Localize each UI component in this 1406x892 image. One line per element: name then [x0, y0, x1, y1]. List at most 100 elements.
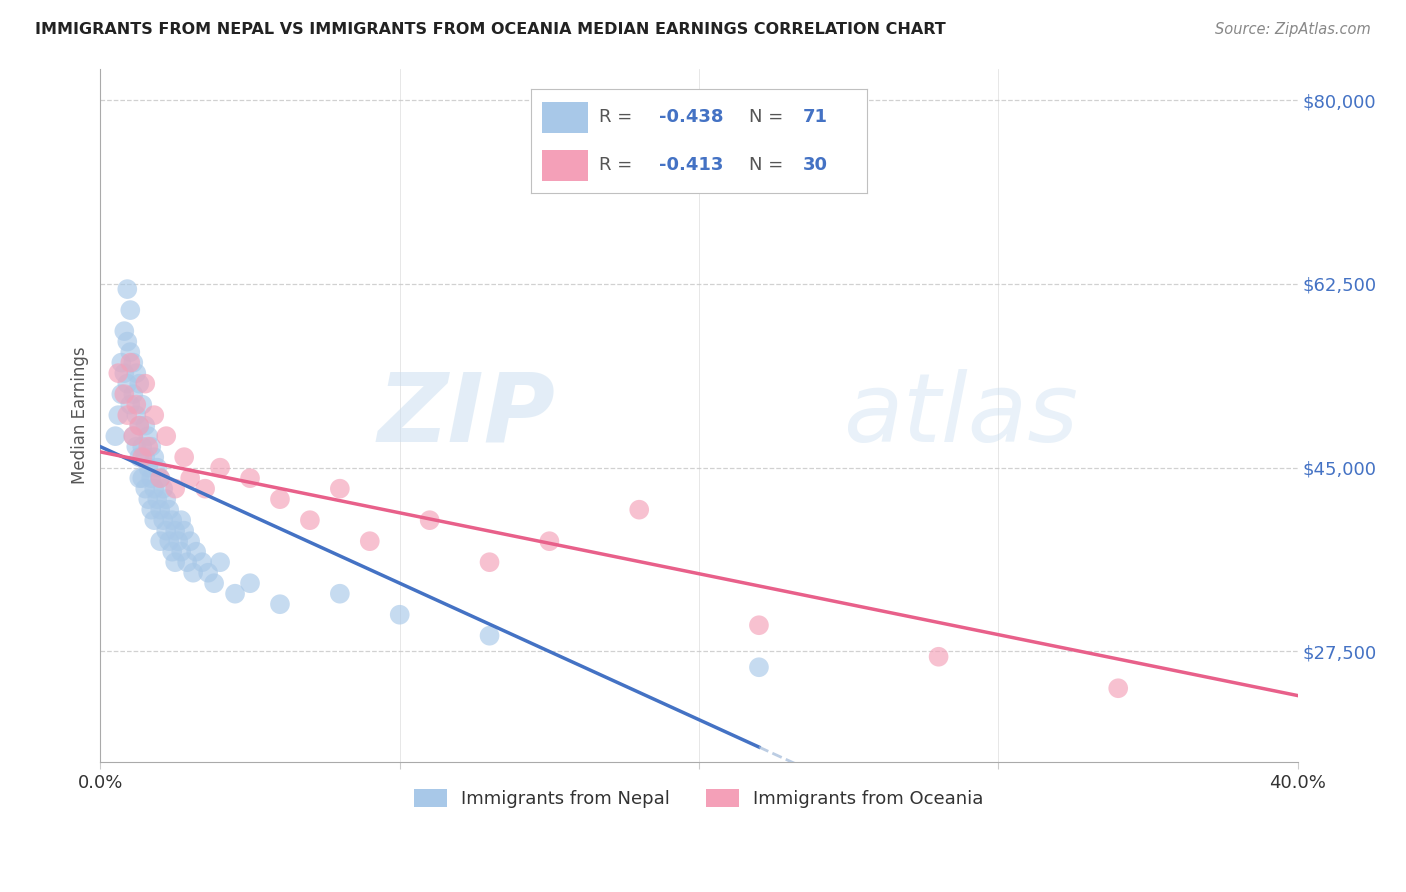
- Point: [136, 460, 159, 475]
- Text: Source: ZipAtlas.com: Source: ZipAtlas.com: [1215, 22, 1371, 37]
- Text: ZIP: ZIP: [378, 368, 555, 462]
- Point: [176, 555, 198, 569]
- Point: [134, 376, 156, 391]
- Point: [117, 376, 139, 391]
- Text: IMMIGRANTS FROM NEPAL VS IMMIGRANTS FROM OCEANIA MEDIAN EARNINGS CORRELATION CHA: IMMIGRANTS FROM NEPAL VS IMMIGRANTS FROM…: [35, 22, 946, 37]
- Point: [104, 429, 127, 443]
- Point: [239, 471, 262, 485]
- Legend: Immigrants from Nepal, Immigrants from Oceania: Immigrants from Nepal, Immigrants from O…: [408, 781, 991, 815]
- Point: [107, 408, 129, 422]
- Point: [107, 366, 129, 380]
- Point: [388, 607, 411, 622]
- Point: [179, 471, 201, 485]
- Point: [110, 387, 132, 401]
- Point: [628, 502, 651, 516]
- Point: [120, 356, 142, 370]
- Point: [191, 555, 214, 569]
- Point: [117, 334, 139, 349]
- Point: [131, 398, 153, 412]
- Point: [131, 450, 153, 465]
- Point: [194, 482, 217, 496]
- Text: atlas: atlas: [842, 368, 1078, 462]
- Point: [128, 376, 150, 391]
- Point: [197, 566, 219, 580]
- Point: [155, 524, 177, 538]
- Point: [131, 471, 153, 485]
- Point: [136, 492, 159, 507]
- Point: [186, 544, 208, 558]
- Point: [112, 324, 135, 338]
- Point: [239, 576, 262, 591]
- Point: [149, 502, 172, 516]
- Point: [117, 408, 139, 422]
- Point: [110, 356, 132, 370]
- Point: [298, 513, 321, 527]
- Point: [122, 429, 145, 443]
- Point: [131, 440, 153, 454]
- Point: [170, 544, 193, 558]
- Point: [120, 345, 142, 359]
- Point: [112, 387, 135, 401]
- Point: [269, 597, 291, 611]
- Y-axis label: Median Earnings: Median Earnings: [72, 346, 89, 484]
- Point: [173, 450, 195, 465]
- Point: [155, 429, 177, 443]
- Point: [748, 618, 770, 632]
- Point: [134, 482, 156, 496]
- Point: [173, 524, 195, 538]
- Point: [146, 492, 169, 507]
- Point: [329, 482, 352, 496]
- Point: [160, 513, 183, 527]
- Point: [143, 513, 166, 527]
- Point: [928, 649, 950, 664]
- Point: [157, 502, 180, 516]
- Point: [359, 534, 381, 549]
- Point: [170, 513, 193, 527]
- Point: [209, 460, 232, 475]
- Point: [125, 440, 148, 454]
- Point: [134, 450, 156, 465]
- Point: [125, 408, 148, 422]
- Point: [155, 492, 177, 507]
- Point: [1107, 681, 1129, 696]
- Point: [128, 450, 150, 465]
- Point: [125, 366, 148, 380]
- Point: [165, 555, 187, 569]
- Point: [209, 555, 232, 569]
- Point: [122, 387, 145, 401]
- Point: [112, 366, 135, 380]
- Point: [134, 418, 156, 433]
- Point: [149, 471, 172, 485]
- Point: [167, 534, 190, 549]
- Point: [143, 482, 166, 496]
- Point: [224, 587, 246, 601]
- Point: [143, 450, 166, 465]
- Point: [141, 471, 163, 485]
- Point: [538, 534, 561, 549]
- Point: [157, 534, 180, 549]
- Point: [141, 440, 163, 454]
- Point: [136, 440, 159, 454]
- Point: [128, 471, 150, 485]
- Point: [160, 544, 183, 558]
- Point: [478, 555, 501, 569]
- Point: [146, 460, 169, 475]
- Point: [165, 524, 187, 538]
- Point: [748, 660, 770, 674]
- Point: [179, 534, 201, 549]
- Point: [136, 429, 159, 443]
- Point: [120, 303, 142, 318]
- Point: [117, 282, 139, 296]
- Point: [478, 629, 501, 643]
- Point: [122, 429, 145, 443]
- Point: [125, 398, 148, 412]
- Point: [149, 471, 172, 485]
- Point: [152, 482, 174, 496]
- Point: [149, 534, 172, 549]
- Point: [181, 566, 204, 580]
- Point: [128, 418, 150, 433]
- Point: [141, 502, 163, 516]
- Point: [269, 492, 291, 507]
- Point: [143, 408, 166, 422]
- Point: [152, 513, 174, 527]
